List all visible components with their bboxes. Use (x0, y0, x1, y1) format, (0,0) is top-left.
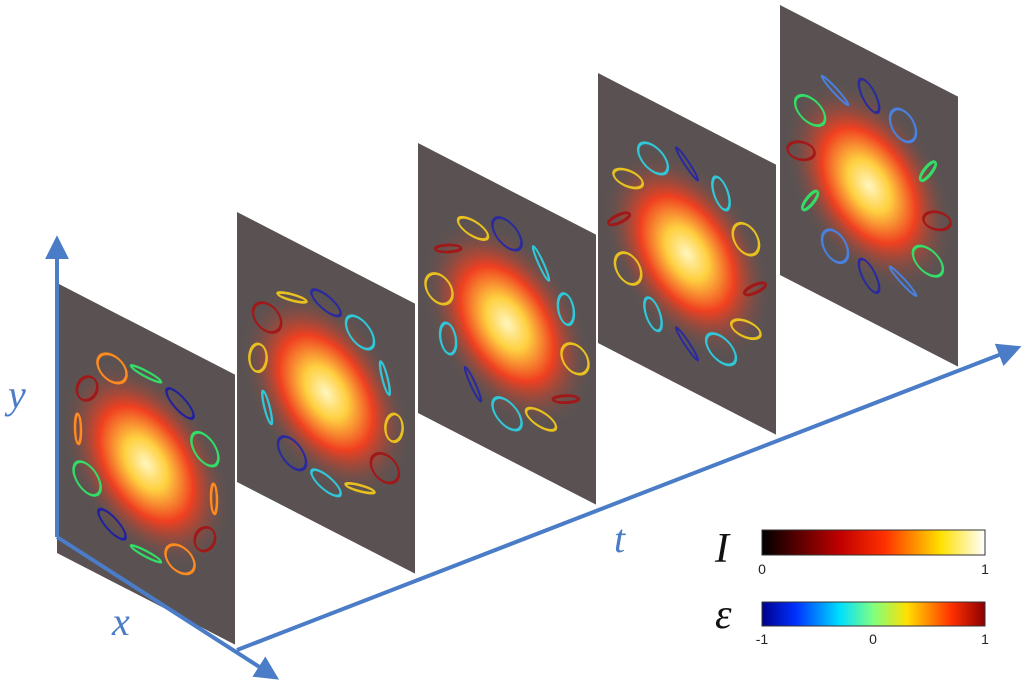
polarization-ellipse (344, 481, 376, 495)
polarization-frame (418, 143, 596, 505)
polarization-ellipse (742, 281, 768, 297)
polarization-ellipse (674, 146, 700, 182)
polarization-ellipse (857, 77, 881, 115)
polarization-frame (598, 73, 776, 435)
colorbar-label: 1 (981, 631, 989, 647)
polarization-ellipse (674, 326, 700, 362)
polarization-ellipse (438, 321, 458, 356)
intensity-symbol: I (714, 526, 731, 572)
polarization-ellipse (165, 387, 195, 420)
polarization-ellipse (613, 251, 643, 286)
ellipticity-colorbar (761, 601, 986, 627)
polarization-ellipse (276, 435, 308, 472)
polarization-ellipse (730, 318, 762, 341)
panels (57, 5, 958, 645)
polarization-ellipse (643, 296, 663, 333)
polarization-ellipse (857, 257, 881, 295)
polarization-ellipse (72, 460, 102, 497)
colorbar-label: -1 (756, 631, 769, 647)
colorbar-label: 0 (869, 631, 877, 647)
polarization-ellipse (209, 482, 219, 516)
polarization-ellipse (918, 160, 938, 183)
x-axis (55, 535, 280, 680)
polarization-ellipse (731, 221, 761, 257)
polarization-ellipse (606, 211, 632, 227)
polarization-ellipse (129, 364, 163, 384)
polarization-ellipse (711, 175, 731, 212)
polarization-ellipse (888, 265, 918, 297)
polarization-ellipse (248, 342, 268, 374)
ellipticity-symbol: ε (715, 592, 732, 638)
polarization-ellipse (75, 375, 99, 402)
x-label: x (111, 599, 130, 644)
polarization-ellipse (531, 245, 551, 282)
polarization-ellipse (310, 288, 342, 318)
polarization-ellipse (193, 525, 217, 553)
polarization-ellipse (251, 301, 283, 334)
polarization-ellipse (612, 167, 644, 190)
polarization-ellipse (73, 412, 83, 446)
polarization-frame (780, 5, 958, 367)
intensity-glow (422, 219, 592, 429)
polarization-ellipse (556, 292, 576, 327)
polarization-ellipse (344, 314, 376, 351)
colorbar-label: 1 (981, 561, 989, 577)
polarization-ellipse (164, 543, 196, 576)
polarization-ellipse (704, 332, 738, 367)
polarization-ellipse (800, 189, 820, 212)
polarization-ellipse (190, 430, 220, 468)
polarization-ellipse (560, 342, 590, 376)
polarization-frame (57, 283, 235, 645)
polarization-ellipse (424, 272, 454, 306)
t-label: t (614, 516, 626, 561)
polarization-ellipse (369, 451, 401, 485)
polarization-ellipse (310, 468, 342, 498)
polarization-ellipse (261, 389, 274, 426)
polarization-ellipse (463, 365, 483, 403)
polarization-ellipse (636, 141, 670, 176)
polarization-frame (237, 212, 415, 574)
polarization-ellipse (491, 396, 523, 432)
colorbar-label: 0 (758, 561, 766, 577)
polarization-ellipse (491, 216, 523, 252)
polarization-ellipse (378, 360, 391, 397)
intensity-colorbar (761, 529, 986, 556)
polarization-ellipse (911, 244, 945, 278)
polarization-ellipse (524, 406, 558, 432)
polarization-ellipse (786, 140, 816, 162)
intensity-glow (784, 81, 954, 291)
polarization-ellipse (551, 394, 581, 405)
polarization-ellipse (384, 412, 404, 444)
polarization-ellipse (922, 210, 952, 232)
intensity-glow (241, 288, 411, 498)
polarization-ellipse (276, 291, 308, 304)
intensity-glow (61, 359, 231, 569)
polarization-ellipse (97, 507, 127, 541)
polarization-ellipse (456, 215, 490, 241)
polarization-ellipse (793, 93, 827, 128)
polarization-ellipse (433, 243, 463, 254)
polarization-ellipse (888, 107, 918, 144)
y-label: y (4, 372, 26, 417)
polarization-ellipse (820, 228, 850, 265)
polarization-ellipse (820, 74, 850, 107)
polarization-ellipse (129, 544, 163, 564)
polarization-ellipse (96, 352, 128, 385)
t-axis (236, 343, 1022, 652)
